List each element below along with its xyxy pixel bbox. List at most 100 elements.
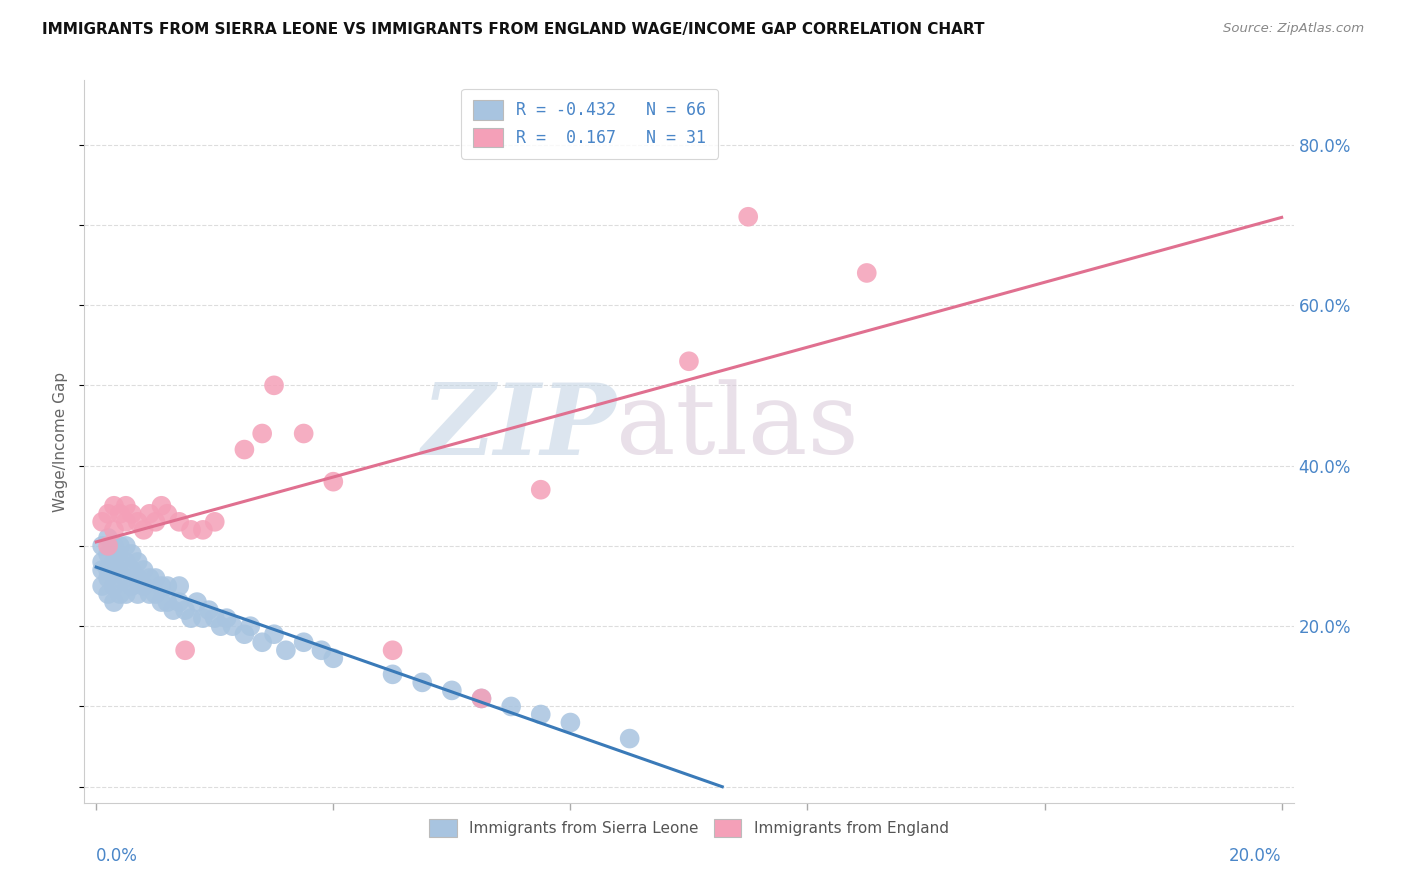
Point	[180, 611, 202, 625]
Point	[150, 595, 173, 609]
Point	[263, 378, 285, 392]
Y-axis label: Wage/Income Gap: Wage/Income Gap	[53, 371, 69, 512]
Point	[91, 539, 114, 553]
Point	[162, 603, 184, 617]
Point	[115, 571, 138, 585]
Point	[322, 475, 344, 489]
Point	[138, 507, 160, 521]
Point	[530, 707, 553, 722]
Point	[440, 683, 463, 698]
Point	[132, 563, 155, 577]
Point	[292, 635, 315, 649]
Point	[145, 587, 167, 601]
Point	[221, 619, 243, 633]
Point	[292, 426, 315, 441]
Point	[174, 643, 197, 657]
Point	[530, 483, 553, 497]
Point	[97, 563, 120, 577]
Point	[215, 611, 238, 625]
Point	[678, 354, 700, 368]
Point	[250, 426, 273, 441]
Point	[97, 587, 120, 601]
Point	[132, 579, 155, 593]
Point	[91, 555, 114, 569]
Point	[132, 523, 155, 537]
Point	[156, 507, 179, 521]
Point	[121, 563, 143, 577]
Point	[138, 587, 160, 601]
Point	[108, 507, 131, 521]
Point	[322, 651, 344, 665]
Point	[91, 579, 114, 593]
Point	[103, 539, 125, 553]
Point	[239, 619, 262, 633]
Point	[97, 539, 120, 553]
Point	[97, 547, 120, 561]
Point	[209, 619, 232, 633]
Point	[115, 555, 138, 569]
Point	[560, 715, 582, 730]
Point	[167, 579, 190, 593]
Point	[103, 579, 125, 593]
Text: Source: ZipAtlas.com: Source: ZipAtlas.com	[1223, 22, 1364, 36]
Point	[150, 579, 173, 593]
Point	[103, 563, 125, 577]
Point	[138, 571, 160, 585]
Point	[127, 587, 149, 601]
Point	[501, 699, 523, 714]
Point	[121, 579, 143, 593]
Point	[97, 531, 120, 545]
Point	[250, 635, 273, 649]
Text: ZIP: ZIP	[422, 379, 616, 475]
Point	[115, 499, 138, 513]
Point	[311, 643, 333, 657]
Point	[381, 667, 404, 681]
Point	[191, 611, 214, 625]
Point	[198, 603, 221, 617]
Point	[127, 555, 149, 569]
Point	[127, 571, 149, 585]
Point	[103, 523, 125, 537]
Point	[115, 515, 138, 529]
Point	[274, 643, 297, 657]
Point	[411, 675, 433, 690]
Text: atlas: atlas	[616, 379, 859, 475]
Point	[167, 595, 190, 609]
Point	[115, 539, 138, 553]
Point	[121, 547, 143, 561]
Point	[121, 507, 143, 521]
Legend: Immigrants from Sierra Leone, Immigrants from England: Immigrants from Sierra Leone, Immigrants…	[420, 810, 957, 846]
Text: IMMIGRANTS FROM SIERRA LEONE VS IMMIGRANTS FROM ENGLAND WAGE/INCOME GAP CORRELAT: IMMIGRANTS FROM SIERRA LEONE VS IMMIGRAN…	[42, 22, 984, 37]
Text: 0.0%: 0.0%	[96, 847, 138, 865]
Point	[108, 539, 131, 553]
Point	[103, 555, 125, 569]
Point	[470, 691, 492, 706]
Point	[103, 595, 125, 609]
Point	[204, 515, 226, 529]
Point	[204, 611, 226, 625]
Point	[167, 515, 190, 529]
Point	[233, 627, 256, 641]
Point	[145, 571, 167, 585]
Point	[108, 555, 131, 569]
Point	[91, 515, 114, 529]
Point	[108, 587, 131, 601]
Point	[91, 563, 114, 577]
Point	[470, 691, 492, 706]
Point	[97, 571, 120, 585]
Point	[233, 442, 256, 457]
Point	[103, 499, 125, 513]
Point	[115, 587, 138, 601]
Point	[156, 579, 179, 593]
Point	[108, 571, 131, 585]
Point	[191, 523, 214, 537]
Point	[156, 595, 179, 609]
Point	[150, 499, 173, 513]
Point	[127, 515, 149, 529]
Point	[145, 515, 167, 529]
Point	[737, 210, 759, 224]
Point	[174, 603, 197, 617]
Point	[619, 731, 641, 746]
Text: 20.0%: 20.0%	[1229, 847, 1282, 865]
Point	[180, 523, 202, 537]
